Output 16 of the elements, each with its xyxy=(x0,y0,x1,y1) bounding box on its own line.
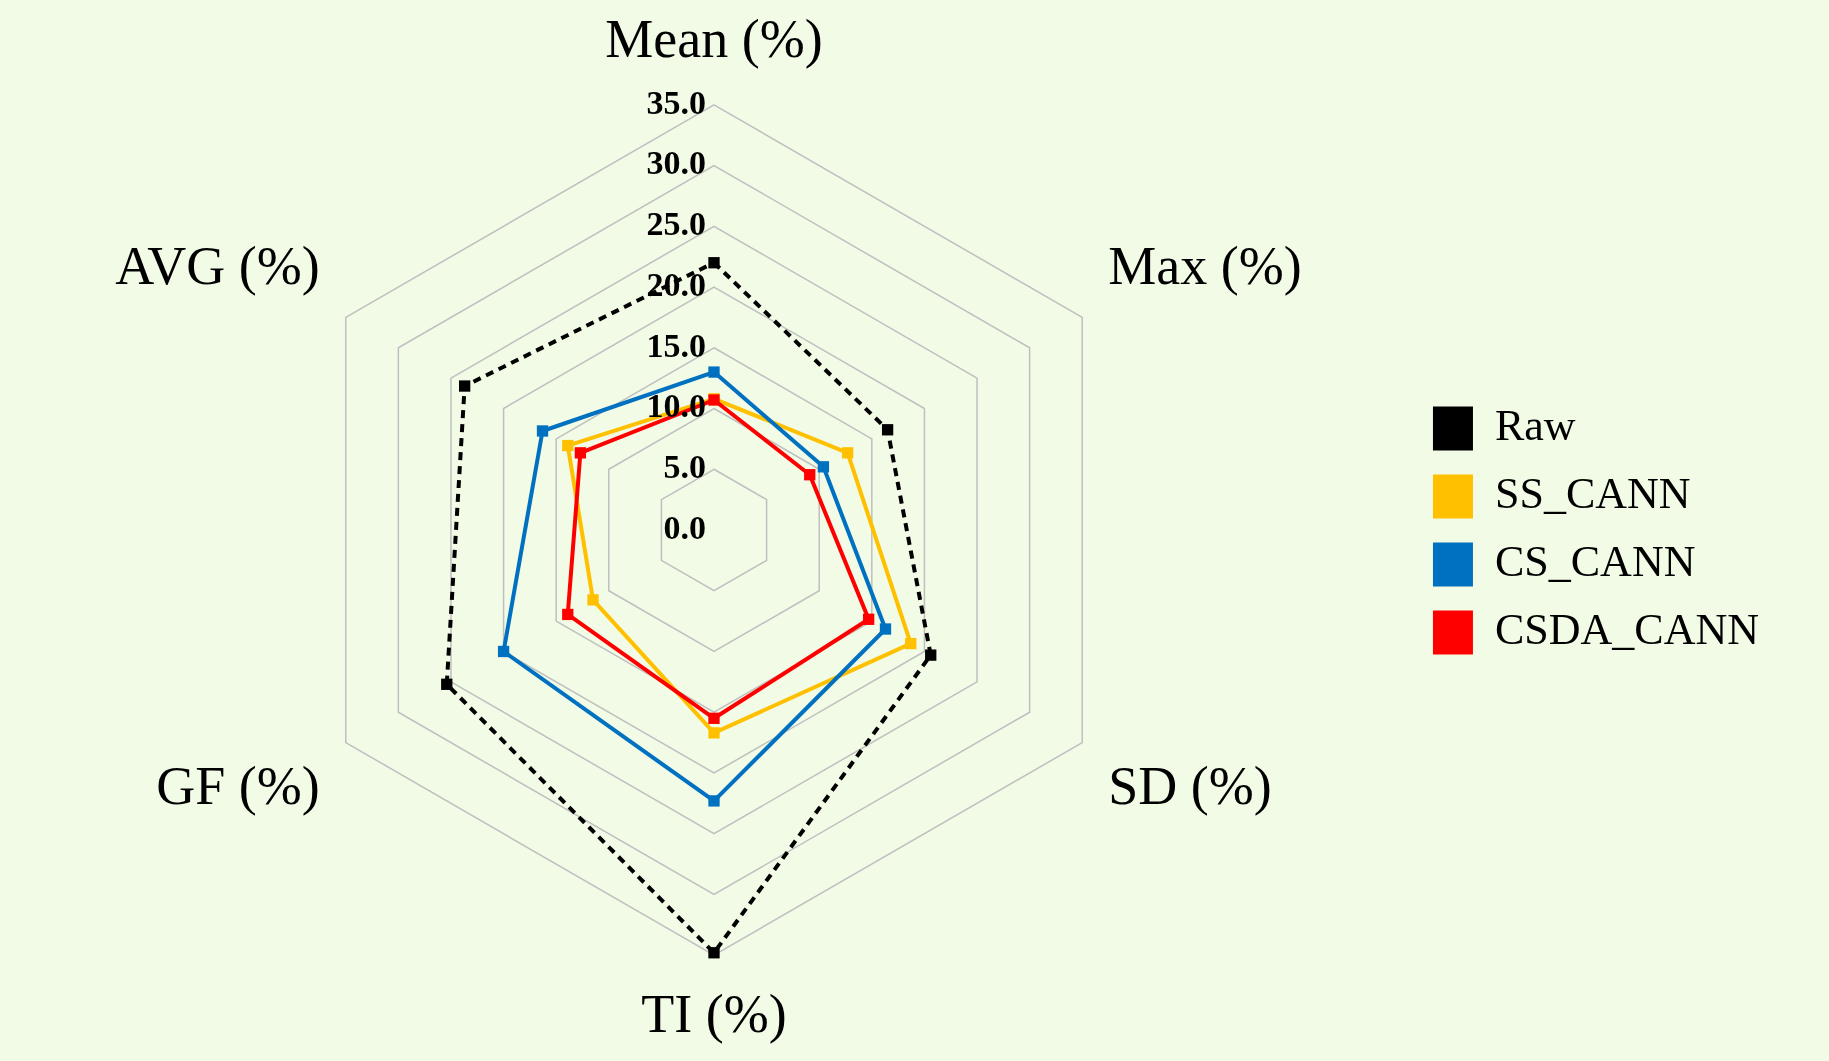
y-tick-label: 35.0 xyxy=(646,83,706,121)
legend-label: SS_CANN xyxy=(1494,469,1691,519)
spoke-label: SD (%) xyxy=(1108,756,1272,817)
spoke-label: GF (%) xyxy=(156,756,320,817)
y-tick-label: 25.0 xyxy=(646,205,706,243)
spoke-label: AVG (%) xyxy=(115,236,320,297)
legend-label: CS_CANN xyxy=(1494,537,1696,587)
spoke-label: Max (%) xyxy=(1108,236,1302,297)
y-tick-label: 15.0 xyxy=(646,326,706,364)
spoke-label: TI (%) xyxy=(641,983,787,1044)
spoke-label: Mean (%) xyxy=(605,8,823,69)
y-tick-label: 5.0 xyxy=(663,448,706,486)
y-tick-label: 0.0 xyxy=(663,508,706,546)
legend-label: Raw xyxy=(1494,401,1576,451)
legend-label: CSDA_CANN xyxy=(1494,605,1759,655)
y-tick-label: 30.0 xyxy=(646,144,706,182)
